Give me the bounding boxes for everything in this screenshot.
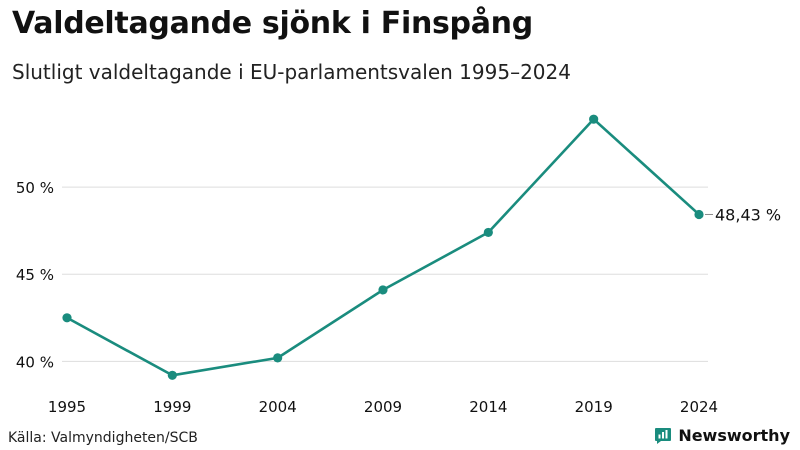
y-tick-label: 50 %	[16, 179, 54, 197]
data-point	[483, 227, 493, 238]
brand-logo[interactable]: Newsworthy	[654, 426, 790, 445]
newsworthy-logo-icon	[655, 427, 672, 444]
source-note: Källa: Valmyndigheten/SCB	[8, 430, 198, 446]
data-point	[273, 353, 283, 363]
series-line	[65, 117, 701, 377]
y-tick-label: 40 %	[16, 353, 54, 371]
chart-subtitle: Slutligt valdeltagande i EU-parlamentsva…	[12, 60, 571, 84]
end-value-label: 48,43 %	[715, 205, 781, 224]
data-point	[62, 313, 72, 323]
data-point	[694, 209, 704, 220]
x-tick-label: 1995	[48, 398, 86, 416]
x-tick-label: 2004	[259, 398, 297, 416]
data-point	[167, 370, 177, 380]
x-tick-label: 2009	[364, 398, 402, 416]
x-tick-label: 2024	[680, 398, 718, 416]
data-point	[589, 114, 599, 124]
y-tick-label: 45 %	[16, 266, 54, 284]
x-tick-label: 1999	[153, 398, 191, 416]
brand-name: Newsworthy	[678, 426, 790, 445]
x-tick-label: 2019	[575, 398, 613, 416]
chart-title: Valdeltagande sjönk i Finspång	[12, 6, 533, 41]
data-point	[378, 285, 388, 295]
x-tick-label: 2014	[469, 398, 507, 416]
